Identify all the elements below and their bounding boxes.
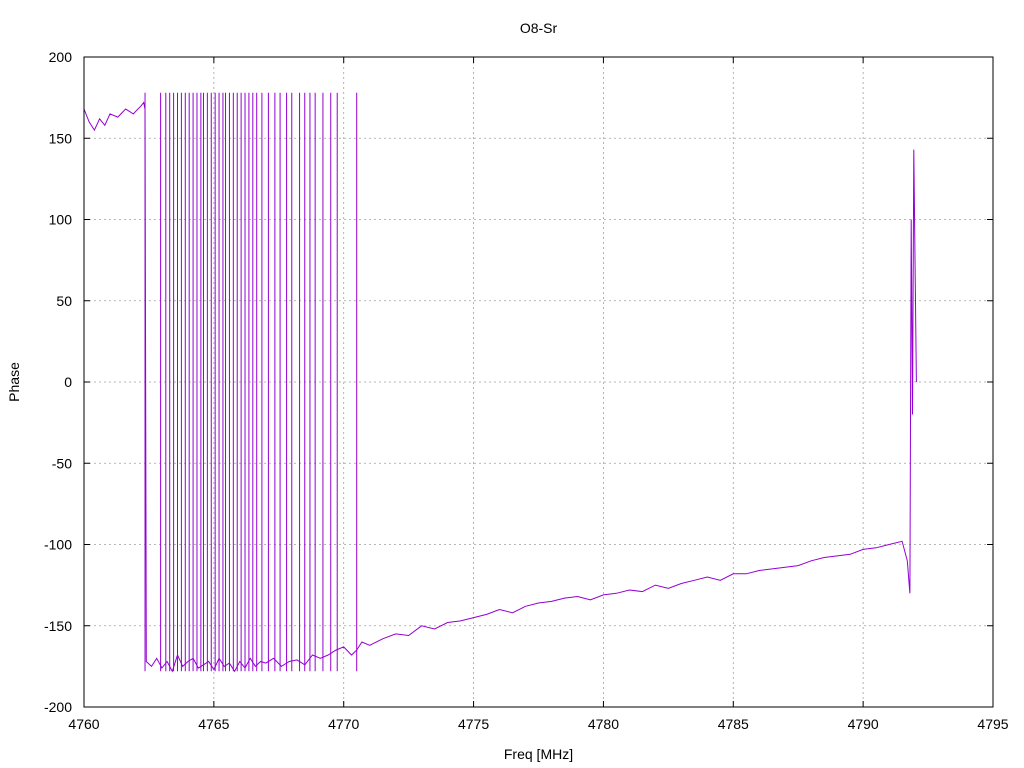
chart-title: O8-Sr	[520, 20, 558, 36]
x-axis-title: Freq [MHz]	[504, 746, 573, 762]
y-tick-label: 100	[49, 212, 73, 228]
x-tick-label: 4760	[68, 716, 99, 732]
y-tick-label: 200	[49, 49, 73, 65]
y-tick-label: 150	[49, 130, 73, 146]
y-tick-label: -200	[44, 699, 72, 715]
series-group	[83, 92, 917, 673]
y-axis-title: Phase	[6, 362, 22, 402]
x-tick-label: 4770	[328, 716, 359, 732]
y-tick-label: 50	[56, 293, 72, 309]
x-tick-label: 4775	[458, 716, 489, 732]
y-tick-label: -100	[44, 537, 72, 553]
y-tick-label: 0	[64, 374, 72, 390]
x-tick-label: 4790	[848, 716, 879, 732]
x-tick-labels: 4760 4765 4770 4775 4780 4785 4790 4795	[68, 716, 1008, 732]
y-tick-label: -150	[44, 618, 72, 634]
y-tick-labels: -200 -150 -100 -50 0 50 100 150 200	[44, 49, 72, 715]
x-tick-label: 4780	[588, 716, 619, 732]
grid-lines	[84, 57, 993, 707]
y-tick-label: -50	[52, 455, 72, 471]
axis-ticks	[83, 56, 994, 708]
x-tick-label: 4795	[977, 716, 1008, 732]
x-tick-label: 4765	[198, 716, 229, 732]
x-tick-label: 4785	[718, 716, 749, 732]
series-line-0	[83, 101, 917, 673]
